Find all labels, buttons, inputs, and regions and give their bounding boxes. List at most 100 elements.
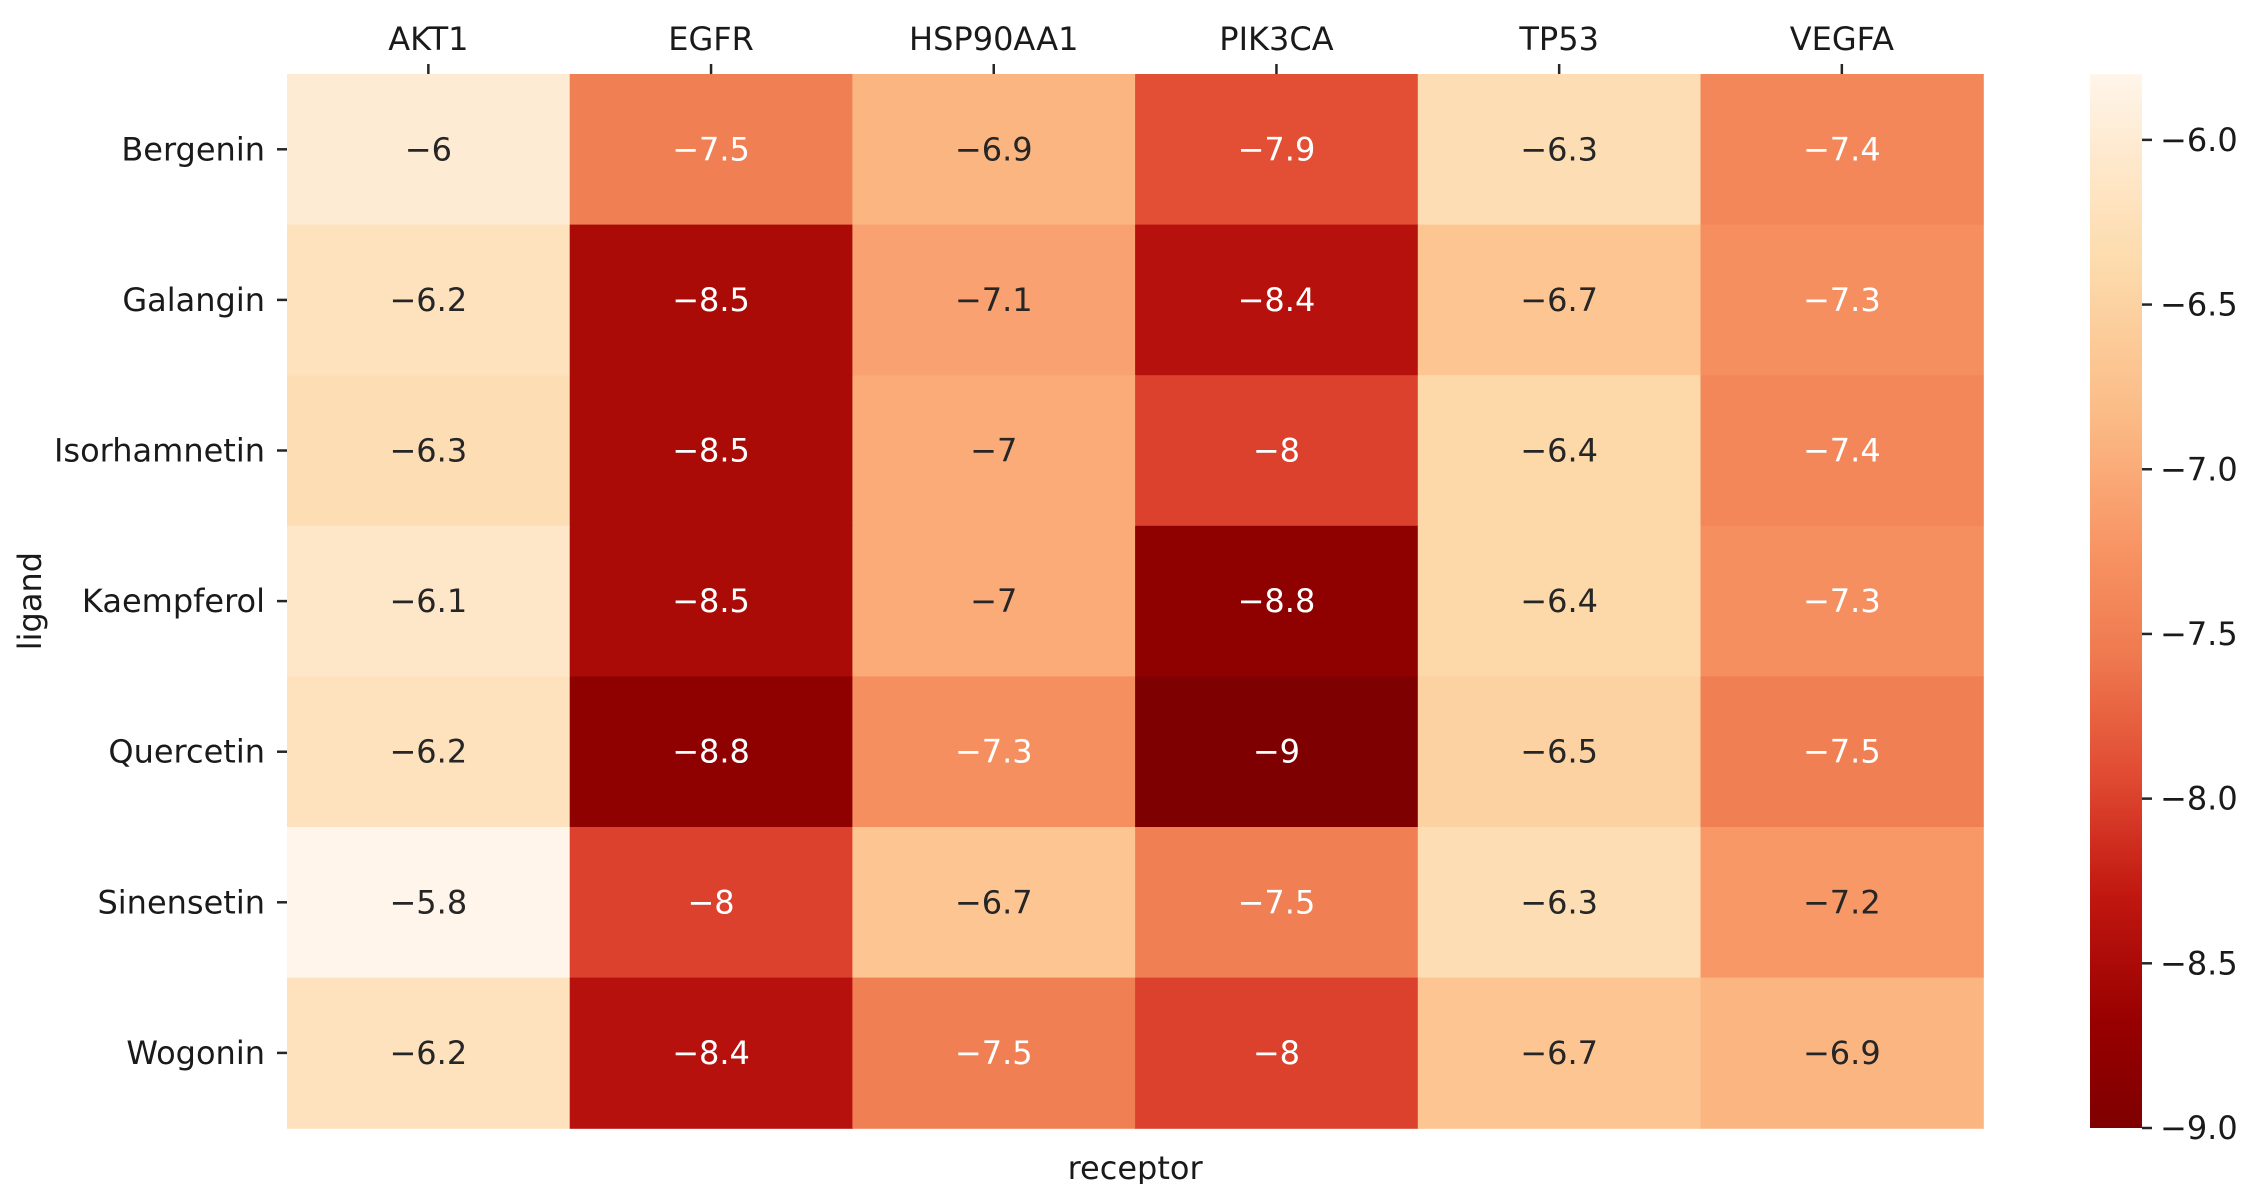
colorbar-tick-label: −7.5 [2160,615,2238,653]
cell-value-label: −6.7 [955,883,1033,921]
cell-value-label: −7.9 [1238,130,1316,168]
heatmap-cell [852,224,1136,376]
cell-value-label: −7.4 [1803,432,1881,470]
heatmap-cell [569,827,853,979]
heatmap-cell [852,375,1136,527]
heatmap-cell [852,74,1136,226]
heatmap-cell [852,977,1136,1129]
heatmap-cells [287,74,1984,1129]
cell-value-label: −6.2 [389,281,467,319]
cell-value-label: −7 [970,432,1017,470]
heatmap-cell [1417,375,1702,527]
cell-value-label: −6.2 [389,733,467,771]
heatmap-cell [1135,74,1419,226]
cell-value-label: −8.8 [672,733,750,771]
heatmap-cell [569,525,853,677]
colorbar-tick-label: −9.0 [2160,1109,2238,1147]
heatmap-cell [1700,525,1984,677]
heatmap-cell-labels: −6 −7.5 −6.9 −7.9 −6.3 −7.4 −6.2 −8.5 −7.1 −8.4 −6… [389,130,1880,1072]
heatmap-cell [1135,375,1419,527]
heatmap-cell [1417,676,1702,828]
cell-value-label: −6.4 [1520,582,1598,620]
colorbar-tick-label: −6.0 [2160,121,2238,159]
heatmap-cell [1417,224,1702,376]
heatmap-cell [1135,977,1419,1129]
cell-value-label: −8.4 [672,1034,750,1072]
cell-value-label: −7.4 [1803,130,1881,168]
heatmap-cell [287,676,571,828]
cell-value-label: −8.4 [1238,281,1316,319]
cell-value-label: −7.3 [955,733,1033,771]
cell-value-label: −6.9 [1803,1034,1881,1072]
heatmap-cell [1417,977,1702,1129]
cell-value-label: −7.5 [672,130,750,168]
x-tick-label: TP53 [1518,20,1599,58]
cell-value-label: −8.5 [672,281,750,319]
heatmap-cell [852,827,1136,979]
colorbar-tick-label: −6.5 [2160,286,2238,324]
heatmap-cell [569,74,853,226]
heatmap-cell [1135,525,1419,677]
cell-value-label: −6.3 [1520,130,1598,168]
cell-value-label: −9 [1253,733,1300,771]
x-tick-label: VEGFA [1790,20,1894,58]
x-axis-label: receptor [1068,1149,1204,1184]
cell-value-label: −6.3 [389,432,467,470]
x-tick-label: AKT1 [388,20,468,58]
cell-value-label: −7 [970,582,1017,620]
cell-value-label: −7.5 [1803,733,1881,771]
y-tick-label: Isorhamnetin [54,432,265,470]
cell-value-label: −6.9 [955,130,1033,168]
heatmap-cell [1700,74,1984,226]
colorbar-tick-label: −7.0 [2160,450,2238,488]
heatmap-cell [852,676,1136,828]
heatmap-cell [1417,827,1702,979]
heatmap-cell [287,827,571,979]
heatmap-cell [287,74,571,226]
cell-value-label: −6.4 [1520,432,1598,470]
x-tick-label: EGFR [668,20,754,58]
colorbar-tick-label: −8.5 [2160,944,2238,982]
cell-value-label: −8 [1253,432,1300,470]
cell-value-label: −8 [687,883,734,921]
heatmap-cell [1417,74,1702,226]
cell-value-label: −6.7 [1520,281,1598,319]
y-tick-label: Sinensetin [97,883,265,921]
cell-value-label: −8.8 [1238,582,1316,620]
heatmap-cell [287,977,571,1129]
cell-value-label: −6.3 [1520,883,1598,921]
y-tick-label: Bergenin [121,130,265,168]
cell-value-label: −8.5 [672,582,750,620]
heatmap-cell [1700,224,1984,376]
heatmap-cell [852,525,1136,677]
y-tick-label: Kaempferol [82,582,265,620]
cell-value-label: −8.5 [672,432,750,470]
cell-value-label: −6.7 [1520,1034,1598,1072]
heatmap-cell [1135,676,1419,828]
colorbar [2090,74,2142,1128]
heatmap-cell [1700,676,1984,828]
cell-value-label: −6.5 [1520,733,1598,771]
heatmap-cell [1700,977,1984,1129]
y-axis-label: ligand [11,552,49,650]
cell-value-label: −6 [405,130,452,168]
y-axis-ticks: Bergenin Galangin Isorhamnetin Kaempferol Qu… [54,130,287,1072]
y-tick-label: Quercetin [108,733,265,771]
x-tick-label: HSP90AA1 [909,20,1078,58]
heatmap-cell [287,224,571,376]
cell-value-label: −7.5 [955,1034,1033,1072]
cell-value-label: −6.2 [389,1034,467,1072]
colorbar-tick-label: −8.0 [2160,780,2238,818]
colorbar-ticks: −6.0 −6.5 −7.0 −7.5 −8.0 −8.5 −9.0 [2142,121,2238,1147]
heatmap-cell [287,375,571,527]
cell-value-label: −7.1 [955,281,1033,319]
heatmap-cell [569,224,853,376]
heatmap-cell [1135,224,1419,376]
cell-value-label: −7.2 [1803,883,1881,921]
cell-value-label: −8 [1253,1034,1300,1072]
heatmap-cell [569,676,853,828]
heatmap-cell [569,977,853,1129]
cell-value-label: −7.5 [1238,883,1316,921]
heatmap-cell [1700,827,1984,979]
